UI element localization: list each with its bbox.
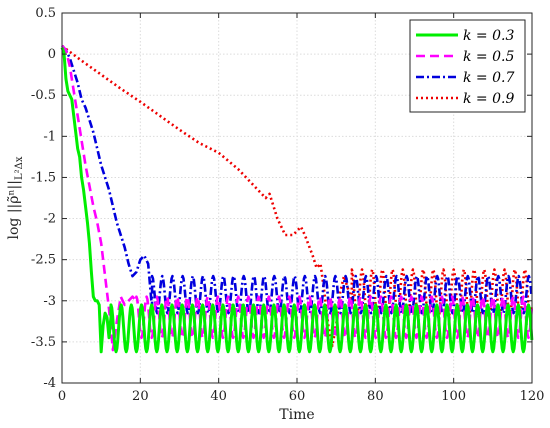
- x-tick-label: 120: [520, 389, 545, 404]
- y-tick-label: 0: [48, 47, 56, 62]
- y-axis-label-subscript: L²Δx: [14, 156, 25, 180]
- legend-label-k-05: k = 0.5: [463, 49, 514, 65]
- axis-ticks: 0 20 40 60 80 100 120 0.5 0 -0.5 -1 -1.5 -2 -2.5 -3 -3.…: [31, 6, 544, 404]
- y-tick-label: 0.5: [35, 6, 56, 21]
- legend-label-k-09: k = 0.9: [463, 91, 514, 107]
- y-tick-label: -2.5: [31, 253, 56, 268]
- x-tick-label: 20: [132, 389, 149, 404]
- x-tick-label: 40: [210, 389, 227, 404]
- y-axis-label: log ||ρ̃ⁿ||L²Δx: [6, 156, 25, 239]
- x-axis-label: Time: [279, 407, 314, 423]
- y-tick-label: -3.5: [31, 335, 56, 350]
- y-tick-label: -3: [43, 294, 56, 309]
- legend-label-k-03: k = 0.3: [463, 28, 514, 44]
- series-lines: [60, 44, 534, 354]
- legend: k = 0.3 k = 0.5 k = 0.7 k = 0.9: [409, 19, 526, 113]
- x-tick-label: 60: [289, 389, 306, 404]
- y-tick-label: -1.5: [31, 170, 56, 185]
- y-tick-label: -1: [43, 129, 56, 144]
- y-tick-label: -0.5: [31, 88, 56, 103]
- y-axis-label-main: log ||ρ̃ⁿ||: [6, 180, 22, 239]
- x-tick-label: 0: [58, 389, 66, 404]
- legend-label-k-07: k = 0.7: [463, 70, 514, 86]
- y-tick-label: -2: [43, 212, 56, 227]
- x-tick-label: 100: [441, 389, 466, 404]
- y-tick-label: -4: [43, 376, 56, 391]
- series-line-k-03: [60, 46, 534, 354]
- series-line-k-05: [61, 44, 534, 352]
- x-tick-label: 80: [367, 389, 384, 404]
- svg-text:log ||ρ̃ⁿ||L²Δx: log ||ρ̃ⁿ||L²Δx: [6, 156, 25, 239]
